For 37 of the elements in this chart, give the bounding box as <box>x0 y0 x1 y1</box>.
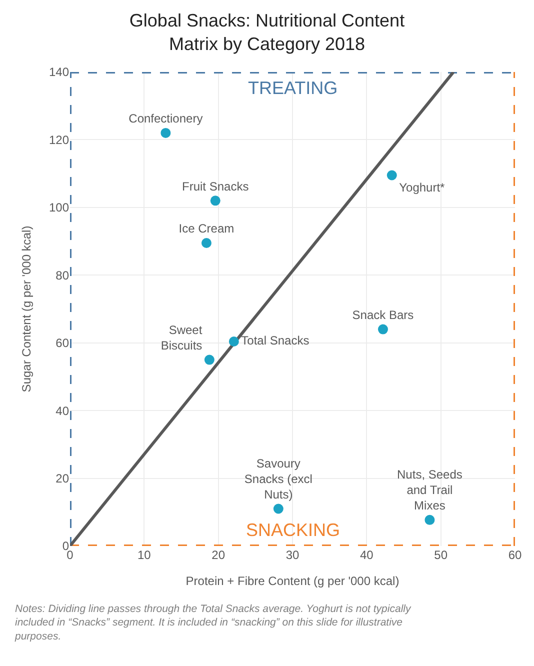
data-label: Yoghurt* <box>399 180 446 195</box>
data-label: Nuts, Seeds and Trail Mixes <box>397 467 462 513</box>
x-tick-label: 10 <box>137 548 152 562</box>
point <box>210 196 220 206</box>
data-label: Total Snacks <box>241 334 310 348</box>
data-label: Savoury Snacks (excl Nuts) <box>244 456 312 502</box>
point <box>201 238 212 248</box>
x-axis-title: Protein + Fibre Content (g per '000 kcal) <box>186 574 400 588</box>
annotation: TREATING <box>248 78 338 98</box>
x-tick-label: 30 <box>286 548 300 562</box>
data-label: Fruit Snacks <box>182 179 249 194</box>
annotation: SNACKING <box>246 520 340 540</box>
point <box>160 128 171 138</box>
y-tick-label: 60 <box>56 336 70 350</box>
y-tick-label: 120 <box>48 132 70 147</box>
x-tick-label: 60 <box>508 548 522 562</box>
x-tick-label: 50 <box>434 548 448 562</box>
chart-title: Global Snacks: Nutritional Content Matrix by Category 2018 <box>129 10 405 54</box>
y-axis-title: Sugar Content (g per '000 kcal) <box>19 226 34 392</box>
data-label: Snack Bars <box>352 308 414 322</box>
y-tick-label: 40 <box>56 404 70 418</box>
text: Notes: Dividing line passes through the Total Snacks average. Yoghurt is not typically included in “Snacks” segment. It is included in “snacking” on this slide for illustrative purposes. <box>14 603 412 642</box>
data-label: Sweet Biscuits <box>160 322 203 353</box>
y-tick-label: 80 <box>56 268 70 282</box>
data-label: Confectionery <box>128 112 203 126</box>
point <box>424 514 435 525</box>
data-label: Ice Cream <box>178 222 234 236</box>
point <box>228 336 239 346</box>
point <box>378 324 388 334</box>
x-tick-label: 20 <box>212 548 226 562</box>
y-tick-label: 20 <box>56 471 70 486</box>
y-tick-label: 100 <box>48 200 70 215</box>
y-tick-label: 140 <box>48 65 70 80</box>
point <box>204 354 214 365</box>
x-tick-label: 40 <box>360 548 374 562</box>
point <box>273 504 284 514</box>
point <box>386 170 397 180</box>
